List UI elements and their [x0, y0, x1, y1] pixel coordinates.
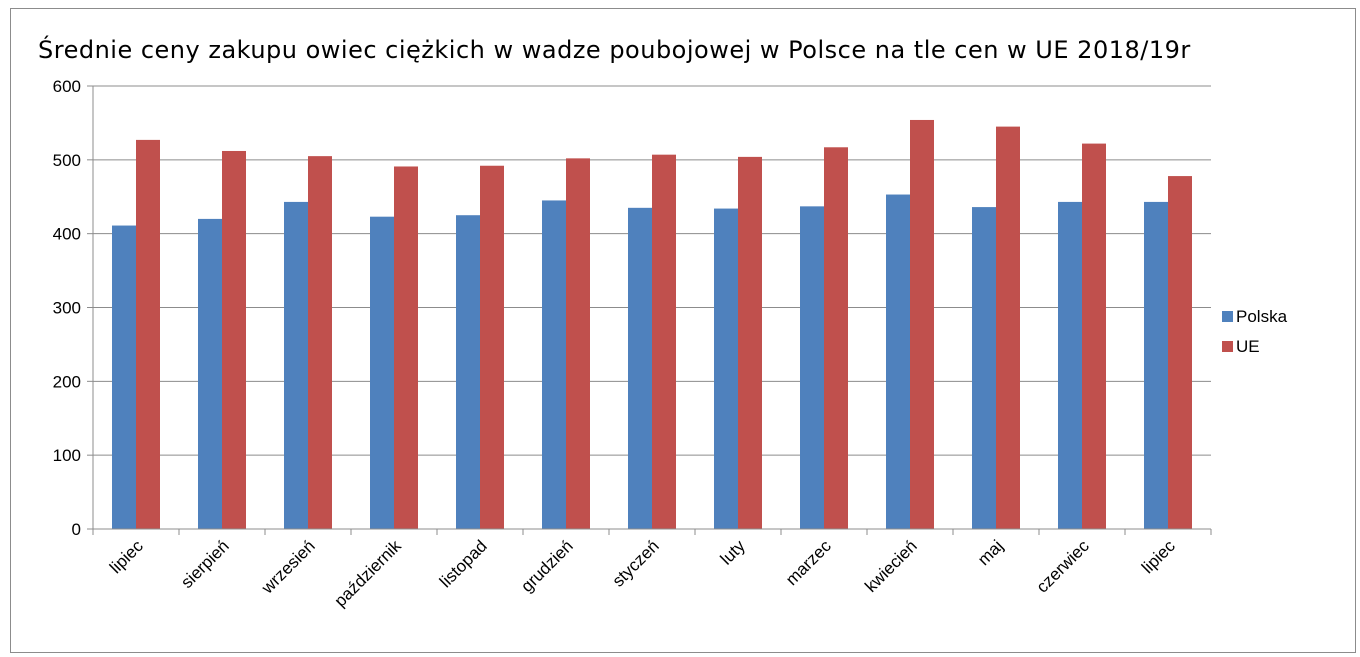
- bar-polska-3: [370, 216, 394, 529]
- legend-swatch-polska: [1222, 311, 1233, 322]
- legend: Polska UE: [1222, 307, 1288, 356]
- bar-polska-2: [284, 201, 308, 529]
- bar-polska-8: [800, 206, 824, 529]
- x-tick-label: listopad: [436, 536, 491, 591]
- x-tick-label: lipiec: [1138, 536, 1179, 577]
- x-tick-label: czerwiec: [1033, 536, 1094, 597]
- x-axis-ticks: lipiec sierpień wrzesień październik listopa…: [92, 529, 1212, 611]
- legend-label-ue: UE: [1236, 337, 1260, 356]
- bar-ue-4: [480, 165, 504, 530]
- y-tick-label: 600: [53, 77, 81, 96]
- bar-polska-10: [972, 207, 996, 529]
- bar-polska-1: [198, 218, 222, 529]
- bar-ue-11: [1082, 143, 1106, 529]
- y-tick-label: 200: [53, 372, 81, 391]
- bar-polska-7: [714, 208, 738, 529]
- bar-polska-5: [542, 200, 566, 530]
- y-tick-label: 400: [53, 225, 81, 244]
- x-tick-label: październik: [331, 536, 406, 611]
- bar-ue-1: [222, 150, 246, 529]
- legend-swatch-ue: [1222, 341, 1233, 352]
- chart-title: Średnie ceny zakupu owiec ciężkich w wad…: [38, 36, 1191, 64]
- x-tick-label: grudzień: [517, 536, 577, 596]
- bar-ue-6: [652, 154, 676, 530]
- x-tick-label: kwiecień: [861, 536, 921, 596]
- legend-label-polska: Polska: [1236, 307, 1288, 326]
- bar-polska-11: [1058, 201, 1082, 529]
- bar-polska-0: [112, 225, 136, 530]
- y-tick-label: 100: [53, 446, 81, 465]
- x-tick-label: lipiec: [106, 536, 147, 577]
- bar-ue-2: [308, 156, 332, 529]
- bar-polska-6: [628, 207, 652, 529]
- bar-ue-8: [824, 147, 848, 529]
- bar-ue-9: [910, 119, 934, 530]
- bar-ue-3: [394, 166, 418, 529]
- y-tick-label: 300: [53, 299, 81, 318]
- x-tick-label: maj: [974, 536, 1007, 569]
- bars: [112, 119, 1192, 530]
- y-tick-label: 0: [72, 520, 81, 539]
- x-tick-label: luty: [717, 536, 749, 568]
- bar-ue-0: [136, 139, 160, 530]
- bar-ue-10: [996, 126, 1020, 529]
- y-tick-label: 500: [53, 151, 81, 170]
- x-tick-label: wrzesień: [257, 536, 319, 598]
- x-tick-label: styczeń: [609, 536, 663, 590]
- y-axis-ticks: 0 100 200 300 400 500 600: [53, 77, 93, 539]
- bar-ue-12: [1168, 176, 1192, 529]
- x-tick-label: marzec: [782, 536, 835, 589]
- bar-ue-5: [566, 158, 590, 529]
- x-tick-label: sierpień: [177, 536, 233, 592]
- bar-polska-12: [1144, 201, 1168, 529]
- bar-polska-4: [456, 215, 480, 530]
- bar-polska-9: [886, 194, 910, 529]
- bar-ue-7: [738, 156, 762, 529]
